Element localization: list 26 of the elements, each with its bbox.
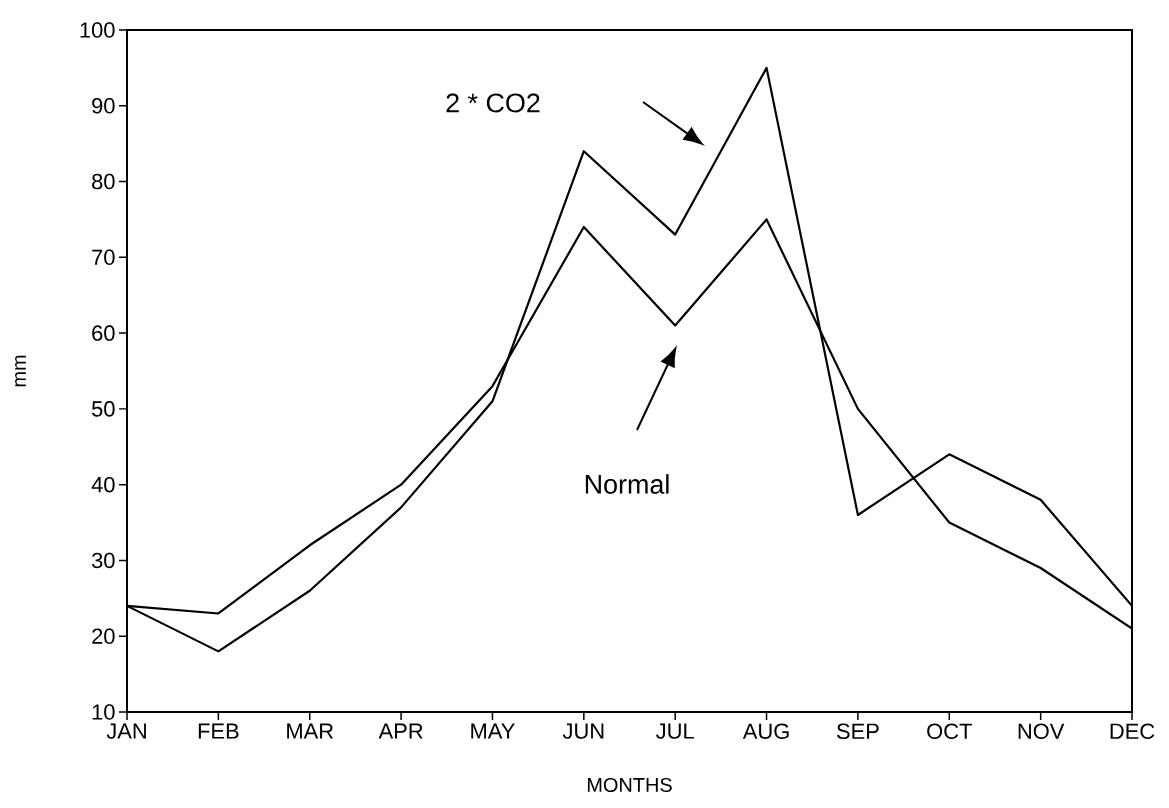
y-tick-label: 90 <box>92 98 115 114</box>
y-axis-title: mm <box>15 355 26 387</box>
y-tick-label: 10 <box>92 704 115 720</box>
x-tick-label: NOV <box>1018 723 1065 740</box>
x-tick-label: FEB <box>198 723 239 739</box>
x-tick-label: JAN <box>106 723 146 739</box>
annotation: Normal <box>585 474 669 494</box>
y-tick-label: 40 <box>91 476 115 493</box>
y-tick-label: 80 <box>92 173 115 190</box>
x-axis-title: MONTHS <box>587 777 672 792</box>
x-tick-label: DEC <box>1110 723 1155 740</box>
y-tick-label: 20 <box>92 628 115 644</box>
annotation: 2 * CO2 <box>446 93 540 113</box>
x-tick-label: SEP <box>836 723 879 740</box>
y-tick-label: 30 <box>91 552 115 569</box>
x-tick-label: JUN <box>562 723 604 739</box>
y-tick-label: 50 <box>91 401 115 417</box>
x-tick-label: APR <box>378 723 423 739</box>
x-tick-label: MAR <box>287 723 334 739</box>
x-tick-label: JUL <box>656 723 694 739</box>
y-tick-label: 60 <box>92 325 115 341</box>
y-tick-label: 70 <box>92 249 115 266</box>
x-tick-label: OCT <box>927 723 972 740</box>
y-tick-label: 100 <box>80 22 115 38</box>
x-tick-label: AUG <box>742 723 789 740</box>
x-tick-label: MAY <box>471 723 515 739</box>
